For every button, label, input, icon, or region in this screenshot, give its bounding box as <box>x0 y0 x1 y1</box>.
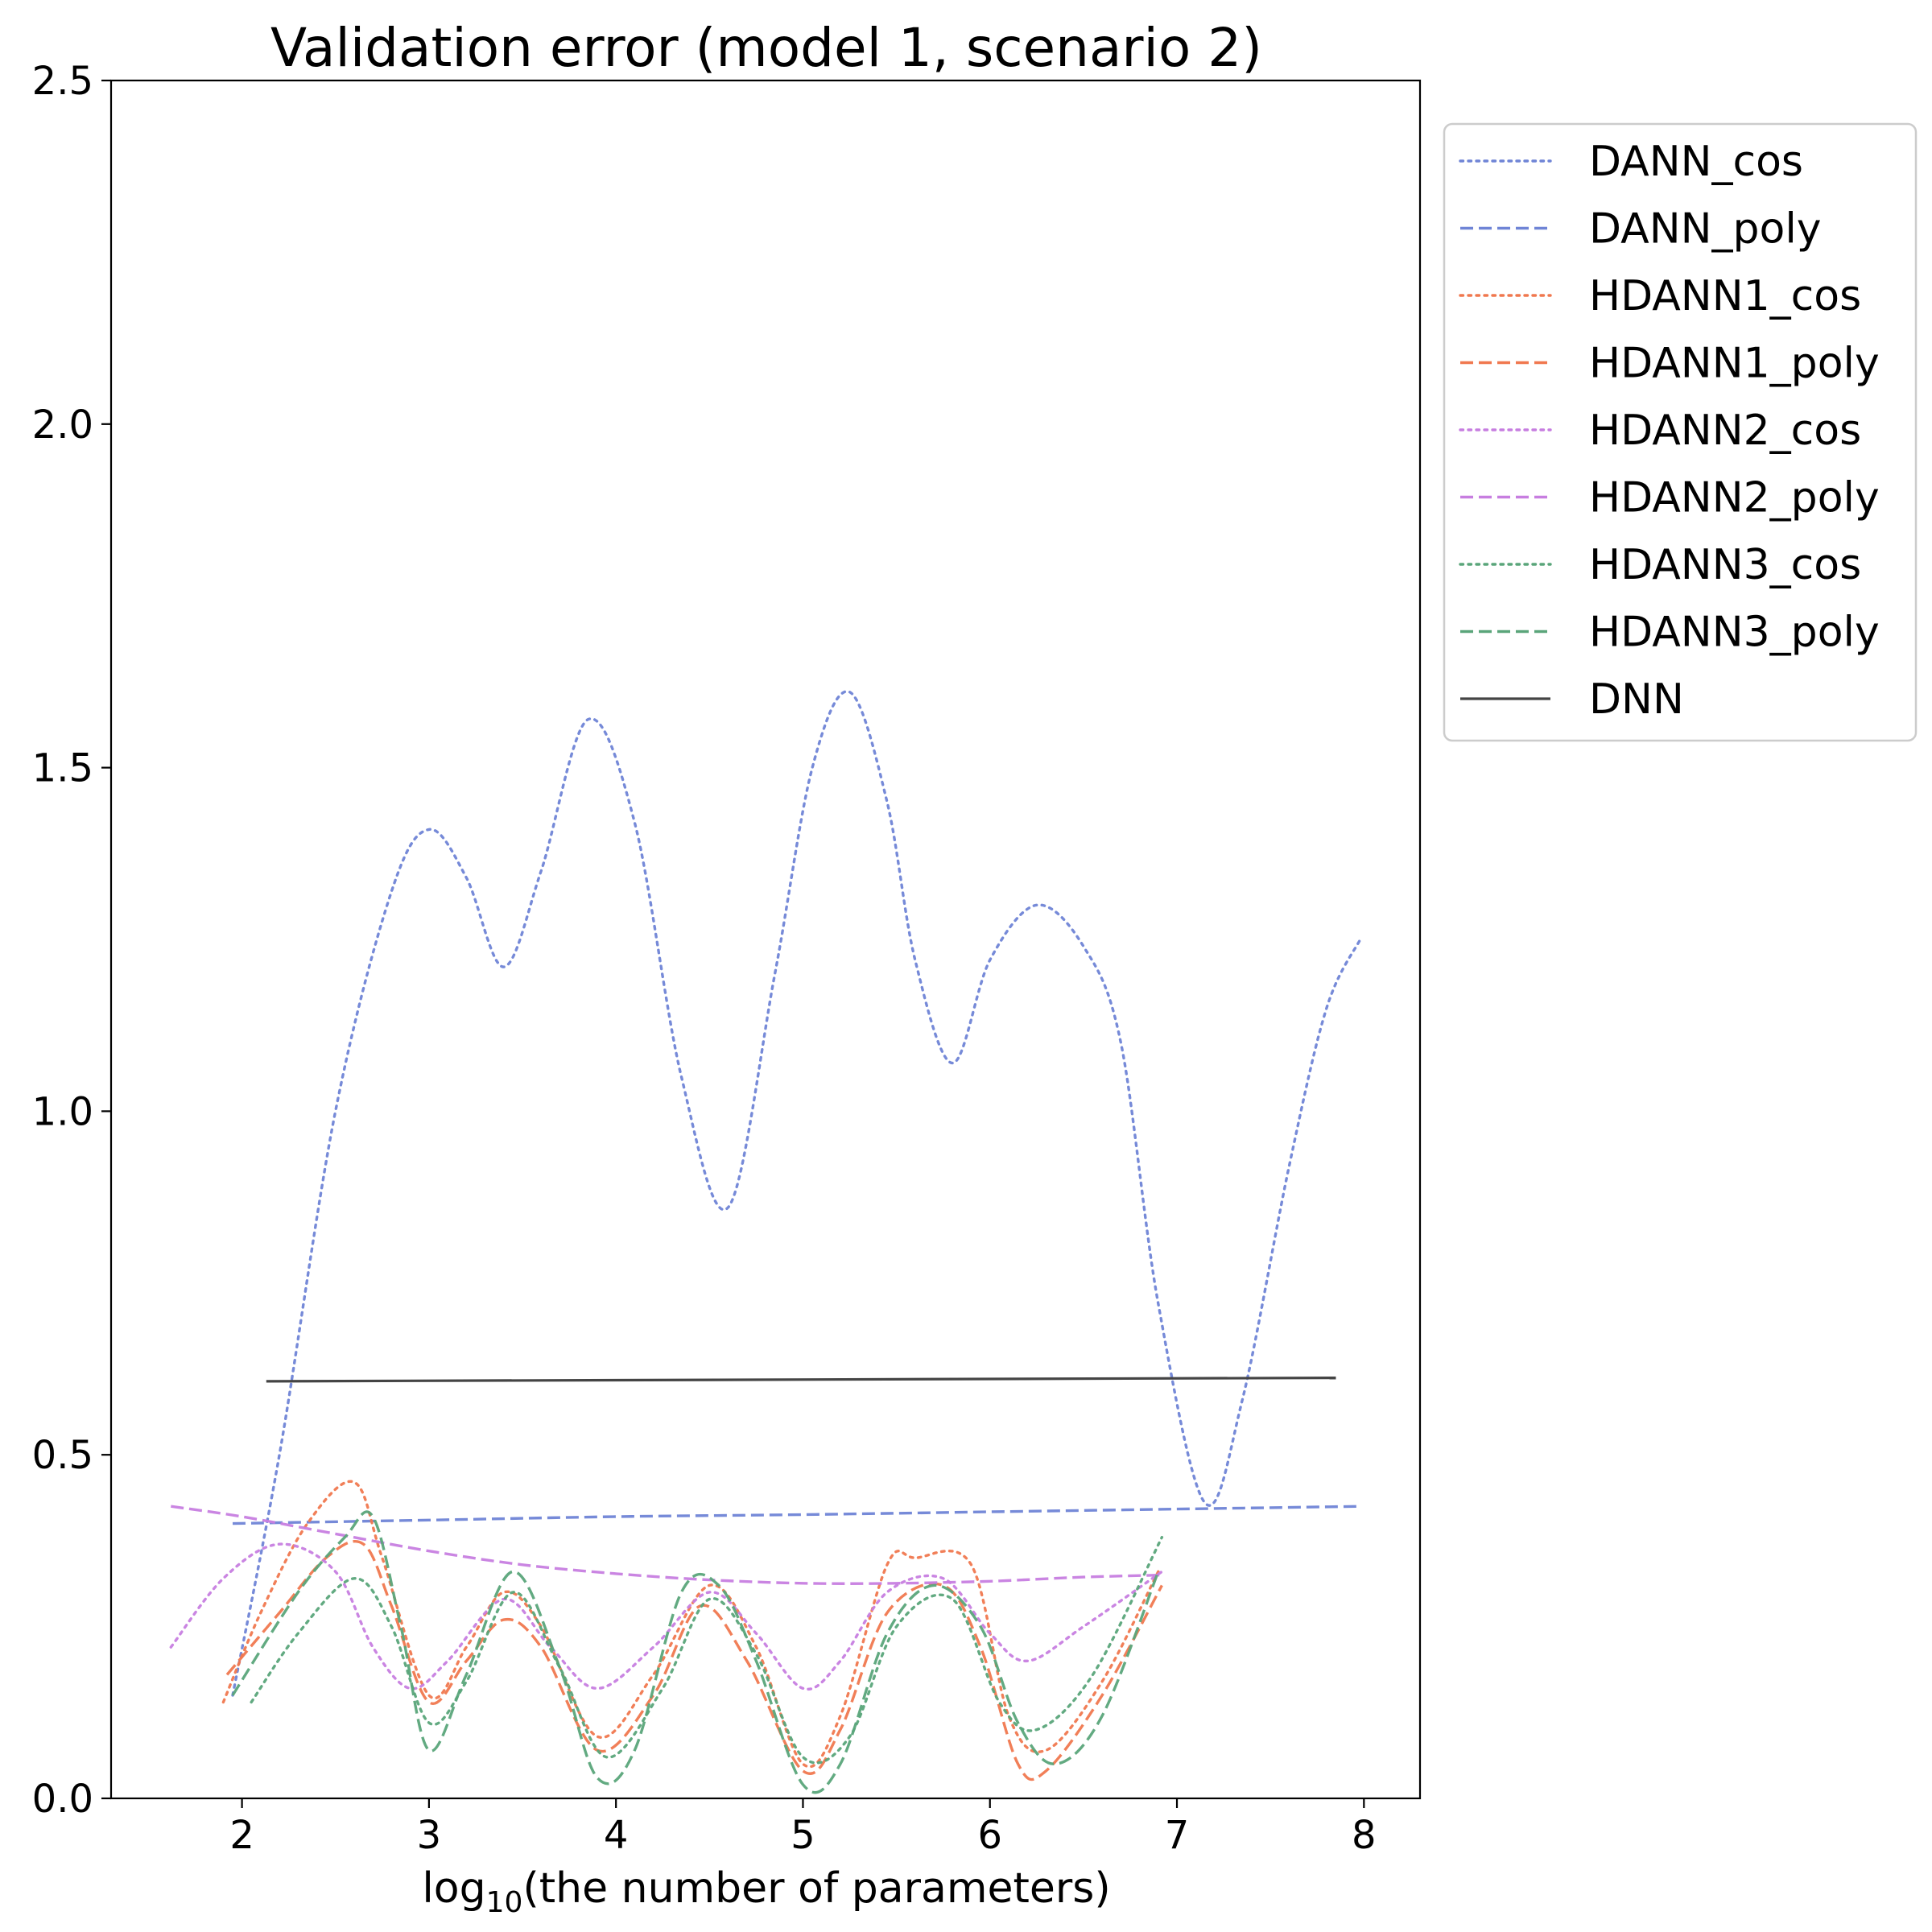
legend-label: HDANN3_cos <box>1589 541 1861 589</box>
series-line-hdann1-cos <box>221 1480 1160 1769</box>
series-line-hdann2-cos <box>169 1542 1164 1691</box>
x-axis-label-base: log <box>422 1864 485 1913</box>
y-tick-label: 2.0 <box>32 402 93 448</box>
series-line-hdann3-poly <box>231 1510 1160 1794</box>
y-tick-label: 0.5 <box>32 1433 93 1478</box>
y-tick-label: 0.0 <box>32 1777 93 1822</box>
plot-area-frame <box>109 79 1422 1800</box>
series-layer <box>169 690 1362 1794</box>
legend-label: DANN_cos <box>1589 138 1803 186</box>
x-tick-label: 2 <box>229 1813 254 1858</box>
x-tick-label: 5 <box>791 1813 815 1858</box>
chart-title: Validation error (model 1, scenario 2) <box>270 17 1262 79</box>
legend-label: DANN_poly <box>1589 205 1822 254</box>
legend-box <box>1443 122 1918 742</box>
x-axis-label-subscript: 10 <box>486 1886 523 1919</box>
x-axis-label-rest: (the number of parameters) <box>522 1864 1110 1913</box>
series-line-dnn <box>266 1377 1336 1383</box>
legend-label: HDANN1_cos <box>1589 272 1861 320</box>
x-tick-label: 4 <box>604 1813 629 1858</box>
x-tick-label: 8 <box>1352 1813 1377 1858</box>
y-tick-label: 1.5 <box>32 746 93 791</box>
x-tick-label: 3 <box>417 1813 442 1858</box>
series-line-dann-cos <box>231 690 1362 1697</box>
legend-label: HDANN3_poly <box>1589 609 1880 657</box>
series-line-hdann2-poly <box>171 1505 1162 1585</box>
series-line-hdann3-cos <box>250 1535 1164 1765</box>
y-tick-label: 1.0 <box>32 1089 93 1134</box>
y-axis: 0.0 0.5 1.0 1.5 2.0 2.5 <box>32 59 111 1822</box>
legend-label: HDANN2_cos <box>1589 407 1861 455</box>
x-axis: 2 3 4 5 6 7 8 <box>229 1798 1377 1858</box>
legend: DANN_cos DANN_poly HDANN1_cos HDANN1_poly HD… <box>1443 122 1918 742</box>
x-tick-label: 7 <box>1165 1813 1190 1858</box>
legend-label: HDANN2_poly <box>1589 474 1880 522</box>
legend-label: DNN <box>1589 675 1684 724</box>
legend-label: HDANN1_poly <box>1589 340 1880 388</box>
series-line-dann-poly <box>232 1505 1360 1525</box>
series-line-hdann1-poly <box>225 1539 1163 1781</box>
x-tick-label: 6 <box>977 1813 1002 1858</box>
y-tick-label: 2.5 <box>32 59 93 104</box>
x-axis-label: log10(the number of parameters) <box>422 1864 1110 1919</box>
